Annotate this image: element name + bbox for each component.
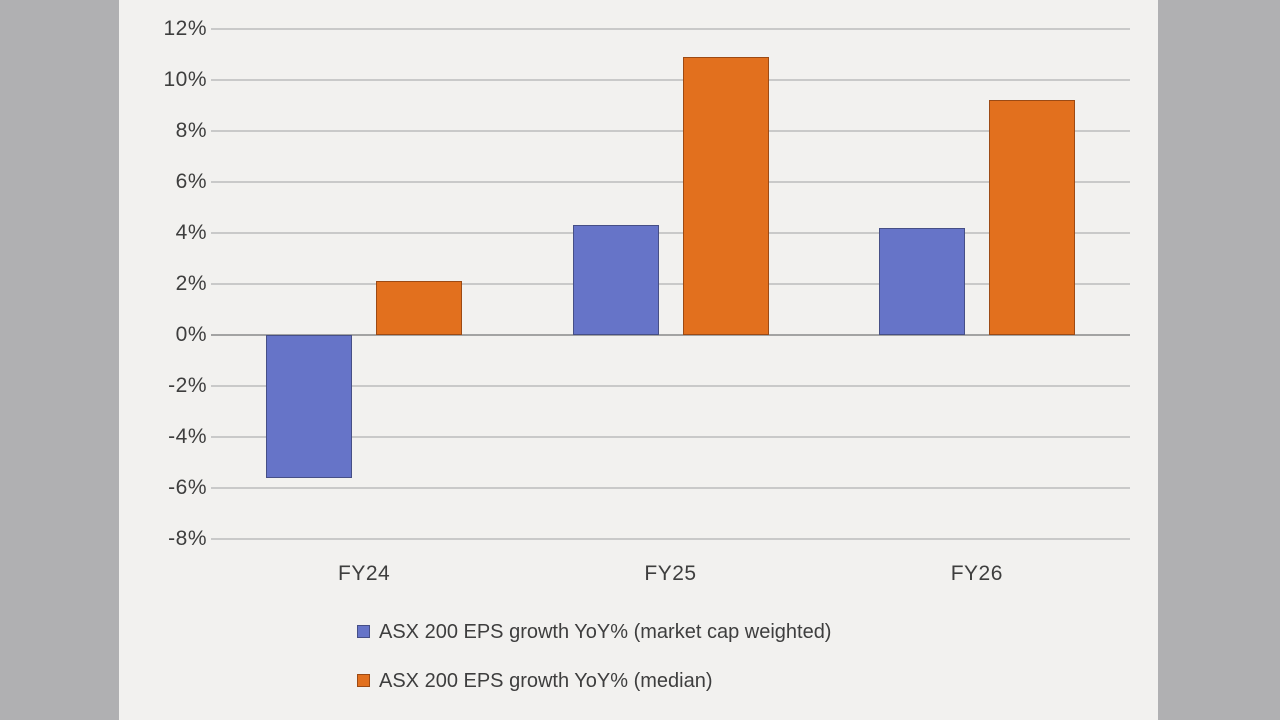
- y-tick-label: 4%: [175, 221, 207, 244]
- gridline: [211, 385, 1130, 387]
- y-tick-label: 10%: [163, 68, 207, 91]
- y-tick-label: 0%: [175, 323, 207, 346]
- zero-gridline: [211, 334, 1130, 336]
- gridline: [211, 181, 1130, 183]
- legend-item-series-0: ASX 200 EPS growth YoY% (market cap weig…: [0, 620, 1280, 644]
- y-tick-label: -8%: [168, 527, 207, 550]
- y-tick-label: 6%: [175, 170, 207, 193]
- bar-fy24-series-1: [376, 281, 463, 335]
- y-tick-label: 12%: [163, 17, 207, 40]
- x-tick-label-fy24: FY24: [338, 562, 391, 585]
- gridline: [211, 28, 1130, 30]
- legend-label: ASX 200 EPS growth YoY% (market cap weig…: [379, 621, 832, 643]
- gridline: [211, 130, 1130, 132]
- gridline: [211, 538, 1130, 540]
- y-tick-label: -4%: [168, 425, 207, 448]
- gridline: [211, 79, 1130, 81]
- bar-fy26-series-1: [988, 100, 1075, 335]
- x-tick-label-fy25: FY25: [644, 562, 697, 585]
- gridline: [211, 283, 1130, 285]
- legend-swatch-icon: [357, 674, 370, 687]
- bar-fy26-series-0: [878, 227, 965, 335]
- bar-fy24-series-0: [266, 335, 353, 478]
- legend-label: ASX 200 EPS growth YoY% (median): [379, 670, 713, 692]
- gridline: [211, 232, 1130, 234]
- y-tick-label: -2%: [168, 374, 207, 397]
- y-tick-label: 8%: [175, 119, 207, 142]
- x-tick-label-fy26: FY26: [950, 562, 1003, 585]
- y-tick-label: 2%: [175, 272, 207, 295]
- legend-item-series-1: ASX 200 EPS growth YoY% (median): [0, 669, 1280, 693]
- gridline: [211, 487, 1130, 489]
- bar-fy25-series-1: [682, 57, 769, 335]
- y-tick-label: -6%: [168, 476, 207, 499]
- legend-swatch-icon: [357, 625, 370, 638]
- letterbox-left: [0, 0, 119, 720]
- letterbox-right: [1158, 0, 1280, 720]
- bar-fy25-series-0: [572, 225, 659, 335]
- gridline: [211, 436, 1130, 438]
